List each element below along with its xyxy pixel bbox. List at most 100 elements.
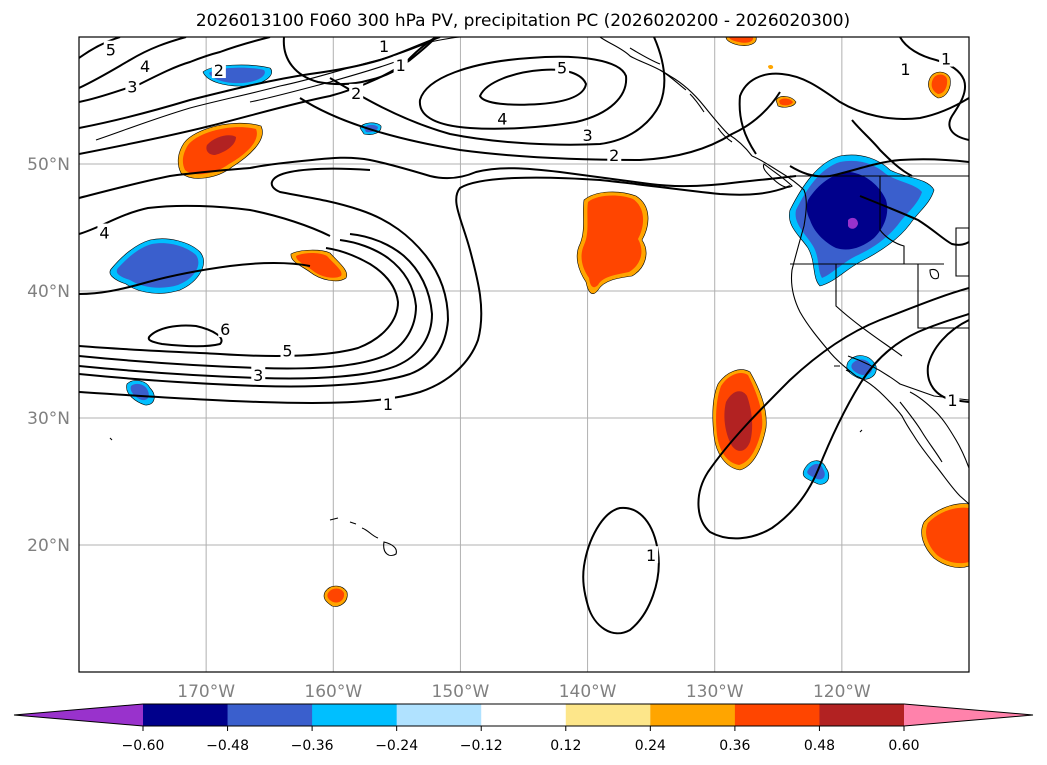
coast-british-columbia: [751, 155, 857, 377]
colorbar-ticks: −0.60 −0.48 −0.36 −0.24 −0.12 0.12 0.24 0.36 0.4…: [122, 726, 920, 754]
pv-contour-5-nw: [79, 37, 121, 59]
precip-blob-mexico-coast: [921, 503, 969, 568]
pv-contour-label: 4: [497, 109, 507, 128]
precip-blob-north-pacific-42n: [109, 238, 204, 294]
pv-label-bg: [211, 61, 226, 79]
pv-contour-label: 5: [282, 342, 292, 361]
chart-title: 2026013100 F060 300 hPa PV, precipitatio…: [196, 11, 850, 31]
colorbar-tick-label: −0.48: [206, 738, 249, 754]
pv-label-bg: [349, 83, 364, 101]
x-tick-label: 150°W: [432, 682, 490, 702]
colorbar-tick-label: 0.60: [888, 738, 919, 754]
pv-contour-label: 5: [557, 58, 567, 77]
pv-contour-1-ne: [899, 37, 969, 141]
colorbar-tick-label: 0.48: [804, 738, 835, 754]
pv-contour-2-nw: [79, 37, 441, 129]
gulf-of-california-west: [899, 401, 943, 463]
pv-contour-label: 4: [140, 57, 150, 76]
map-frame: [78, 36, 970, 673]
precip-blob-subtropical-30n: [712, 369, 767, 471]
precip-blob-southern-california: [846, 355, 877, 380]
precip-blob-gulf-coast: [775, 96, 797, 108]
colorbar-segment: [565, 704, 651, 726]
precip-blob-southeast-alaska: [928, 71, 951, 99]
pv-label-bg: [393, 55, 408, 73]
pv-contour-label: 2: [609, 146, 619, 165]
pv-contour-1-east: [926, 319, 969, 403]
colorbar-tick-label: −0.12: [460, 738, 503, 754]
pv-label-bg: [945, 391, 960, 409]
precip-blob-northeast-pacific-44n: [576, 191, 649, 294]
pv-contour-1-ridge: [282, 37, 437, 86]
colorbar-segment: [481, 704, 567, 726]
precipitation-anomalies: [109, 37, 969, 607]
pv-contour-label: 1: [383, 395, 393, 414]
y-tick-label: 30°N: [27, 409, 70, 429]
precip-blob-central-pacific-42n: [290, 249, 348, 282]
precip-blob-pacific-northwest: [788, 154, 935, 287]
pv-label-bg: [125, 77, 140, 95]
x-tick-label: 170°W: [177, 682, 235, 702]
pv-contour-1-trough-long: [79, 156, 797, 199]
state-boundary-nevada: [917, 264, 969, 329]
precip-blob-alaska-top: [725, 37, 757, 46]
boundary-box: [955, 227, 969, 277]
pv-contour-label: 5: [106, 41, 116, 60]
pv-label-bg: [377, 37, 392, 54]
pv-contour-1-bc: [851, 119, 913, 177]
pv-contour-label: 4: [99, 224, 109, 243]
colorbar-extend-min: [14, 704, 143, 726]
pv-contour-5-closed: [478, 68, 588, 106]
colorbar-tick-label: −0.36: [291, 738, 334, 754]
colorbar-segment: [396, 704, 482, 726]
pv-contour-2-wide: [299, 91, 781, 162]
hawaii-islands: [329, 517, 397, 557]
pv-contour-6-small: [147, 324, 223, 348]
pv-contour-3-wide: [329, 37, 666, 146]
great-salt-lake: [929, 268, 940, 280]
axis-tick-labels: 170°W 160°W 150°W 140°W 130°W 120°W 20°N 30°N 40…: [27, 155, 871, 702]
coast-baja: [855, 375, 969, 505]
colorbar-tick-label: 0.24: [635, 738, 666, 754]
colorbar-segment: [819, 704, 905, 726]
pv-label-bg: [380, 395, 395, 413]
colorbar-segment: [312, 704, 398, 726]
precip-blob-north-pacific-50n: [177, 122, 263, 179]
pv-contour-label: 1: [947, 391, 957, 410]
state-boundary-california: [835, 264, 903, 357]
pv-contour-label: 6: [220, 320, 230, 339]
pv-contour-1-alaska: [738, 72, 969, 155]
pv-contour-1-trough: [79, 176, 791, 404]
y-tick-label: 50°N: [27, 155, 70, 175]
pv-contour-4-nw: [79, 37, 187, 89]
pv-contour-2-trough: [79, 167, 450, 388]
pv-contour-label: 1: [646, 546, 656, 565]
coast-mexico-mainland: [909, 391, 969, 469]
colorbar-segment: [734, 704, 820, 726]
pv-contour-label: 1: [900, 60, 910, 79]
pv-contour-4-west-lower: [79, 262, 311, 295]
x-tick-label: 140°W: [559, 682, 617, 702]
coast-stub-sw: [109, 437, 113, 441]
pv-contours: [79, 37, 969, 635]
vancouver-island: [762, 163, 793, 188]
pv-contour-4-trough: [79, 239, 418, 370]
y-tick-label: 20°N: [27, 536, 70, 556]
pv-label-bg: [898, 59, 913, 77]
gridlines: [79, 37, 969, 672]
colorbar-tick-label: 0.12: [550, 738, 581, 754]
pv-contour-label: 1: [941, 50, 951, 69]
pv-contour-3-trough: [79, 233, 434, 380]
pv-label-bg: [97, 223, 112, 241]
pv-contour-1-nw: [79, 37, 437, 155]
pv-contour-1-closed-south: [582, 506, 660, 635]
pv-contour-1-pnw: [859, 195, 969, 246]
colorbar-tick-label: −0.24: [375, 738, 418, 754]
pv-label-bg: [580, 125, 595, 143]
coast-alaska-peninsula: [249, 59, 401, 103]
pv-label-bg: [939, 49, 954, 67]
x-tick-label: 120°W: [813, 682, 871, 702]
pv-label-bg: [280, 341, 295, 359]
pv-label-bg: [607, 146, 622, 164]
